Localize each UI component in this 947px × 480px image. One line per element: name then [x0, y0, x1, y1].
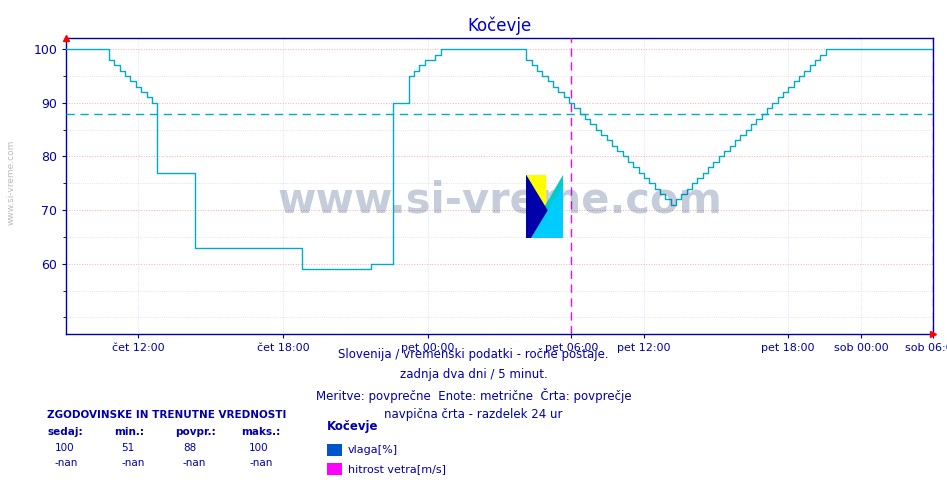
- Text: min.:: min.:: [114, 427, 144, 437]
- Polygon shape: [526, 175, 563, 238]
- Text: www.si-vreme.com: www.si-vreme.com: [7, 140, 16, 225]
- Text: Kočevje: Kočevje: [327, 420, 378, 433]
- Bar: [526, 175, 545, 206]
- Text: zadnja dva dni / 5 minut.: zadnja dva dni / 5 minut.: [400, 368, 547, 381]
- Polygon shape: [526, 175, 563, 238]
- Text: 100: 100: [249, 443, 269, 453]
- Text: ZGODOVINSKE IN TRENUTNE VREDNOSTI: ZGODOVINSKE IN TRENUTNE VREDNOSTI: [47, 410, 287, 420]
- Text: vlaga[%]: vlaga[%]: [348, 445, 398, 455]
- Text: 51: 51: [121, 443, 134, 453]
- Polygon shape: [531, 185, 563, 238]
- Text: -nan: -nan: [249, 458, 273, 468]
- Text: 100: 100: [55, 443, 75, 453]
- Text: -nan: -nan: [183, 458, 206, 468]
- Text: Meritve: povprečne  Enote: metrične  Črta: povprečje: Meritve: povprečne Enote: metrične Črta:…: [315, 388, 632, 403]
- Text: -nan: -nan: [121, 458, 145, 468]
- Text: sedaj:: sedaj:: [47, 427, 83, 437]
- Text: 88: 88: [183, 443, 196, 453]
- Title: Kočevje: Kočevje: [468, 17, 531, 36]
- Text: www.si-vreme.com: www.si-vreme.com: [277, 180, 722, 222]
- Text: -nan: -nan: [55, 458, 79, 468]
- Text: povpr.:: povpr.:: [175, 427, 216, 437]
- Text: hitrost vetra[m/s]: hitrost vetra[m/s]: [348, 464, 445, 474]
- Text: maks.:: maks.:: [241, 427, 280, 437]
- Text: Slovenija / vremenski podatki - ročne postaje.: Slovenija / vremenski podatki - ročne po…: [338, 348, 609, 361]
- Text: navpična črta - razdelek 24 ur: navpična črta - razdelek 24 ur: [384, 408, 563, 421]
